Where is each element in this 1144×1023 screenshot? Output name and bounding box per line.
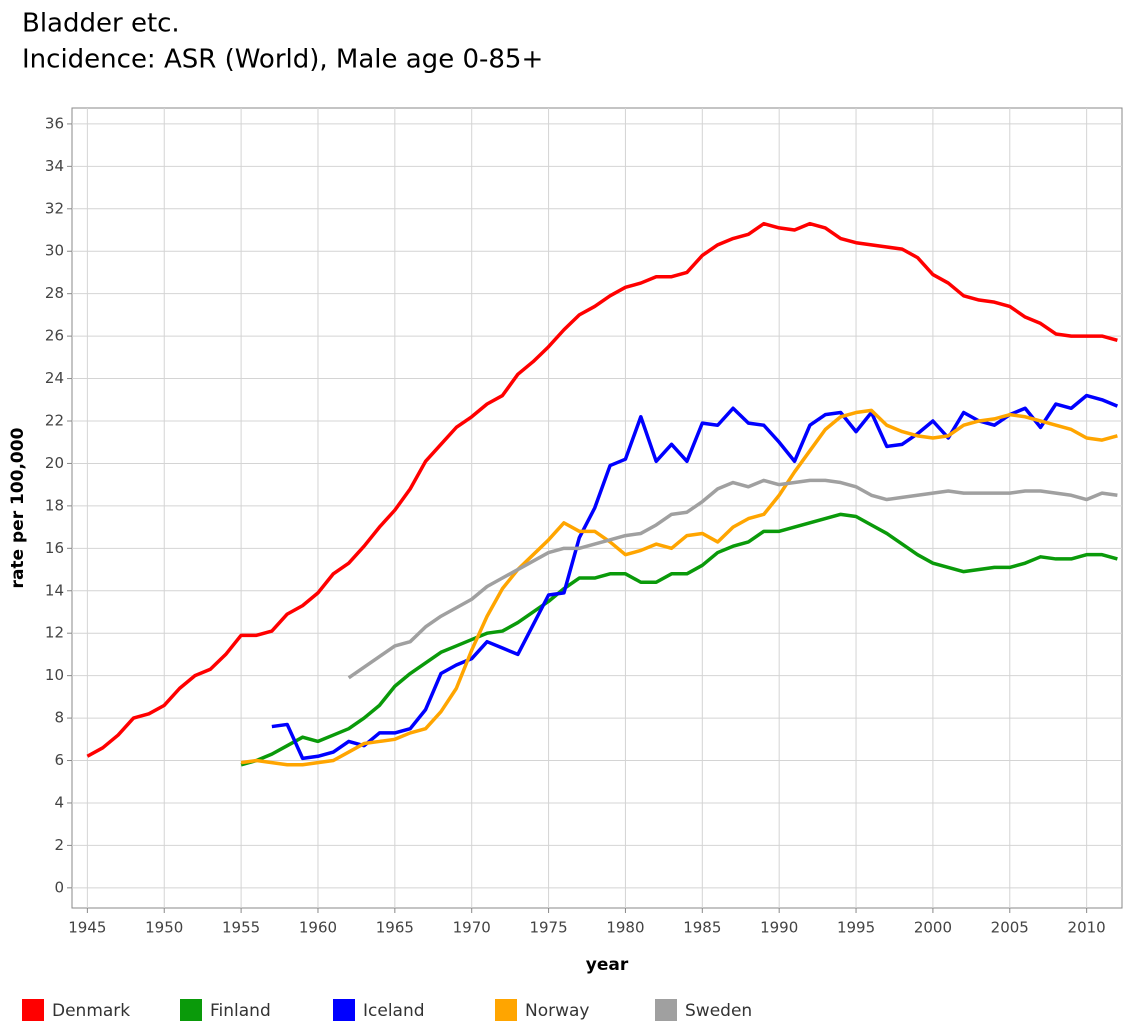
x-tick-label: 1950 xyxy=(145,919,183,937)
x-tick-label: 1980 xyxy=(606,919,644,937)
legend-label: Denmark xyxy=(52,1001,130,1021)
y-tick-label: 30 xyxy=(45,242,64,260)
legend-swatch xyxy=(495,999,517,1021)
y-tick-label: 14 xyxy=(45,581,64,599)
y-tick-label: 36 xyxy=(45,114,64,132)
y-tick-label: 0 xyxy=(54,878,64,896)
y-tick-label: 16 xyxy=(45,539,64,557)
x-tick-label: 1975 xyxy=(529,919,567,937)
x-tick-label: 1985 xyxy=(683,919,721,937)
y-tick-label: 34 xyxy=(45,157,64,175)
y-tick-label: 26 xyxy=(45,327,64,345)
x-tick-label: 1960 xyxy=(299,919,337,937)
y-tick-label: 4 xyxy=(54,793,64,811)
legend-label: Finland xyxy=(210,1001,271,1021)
x-tick-label: 2010 xyxy=(1068,919,1106,937)
x-tick-label: 1965 xyxy=(376,919,414,937)
x-tick-label: 1995 xyxy=(837,919,875,937)
legend-swatch xyxy=(333,999,355,1021)
legend-swatch xyxy=(180,999,202,1021)
x-tick-label: 1990 xyxy=(760,919,798,937)
legend-label: Sweden xyxy=(685,1001,752,1021)
data-line xyxy=(240,512,1118,767)
y-tick-label: 24 xyxy=(45,369,64,387)
legend-swatch xyxy=(22,999,44,1021)
y-tick-label: 20 xyxy=(45,454,64,472)
legend-label: Iceland xyxy=(363,1001,425,1021)
data-line xyxy=(86,221,1118,758)
y-tick-label: 6 xyxy=(54,751,64,769)
y-axis-label: rate per 100,000 xyxy=(8,427,28,588)
legend-swatch xyxy=(655,999,677,1021)
y-tick-label: 8 xyxy=(54,709,64,727)
x-tick-label: 1945 xyxy=(68,919,106,937)
chart-title: Bladder etc. xyxy=(22,9,180,39)
plot-area xyxy=(71,107,1123,909)
y-tick-label: 12 xyxy=(45,624,64,642)
chart-subtitle: Incidence: ASR (World), Male age 0-85+ xyxy=(22,45,543,75)
data-line xyxy=(347,478,1118,680)
x-tick-label: 2005 xyxy=(991,919,1029,937)
x-tick-label: 1955 xyxy=(222,919,260,937)
y-tick-label: 10 xyxy=(45,666,64,684)
y-tick-label: 2 xyxy=(54,836,64,854)
x-tick-label: 2000 xyxy=(914,919,952,937)
y-tick-label: 22 xyxy=(45,411,64,429)
y-tick-label: 18 xyxy=(45,496,64,514)
legend-label: Norway xyxy=(525,1001,590,1021)
x-tick-label: 1970 xyxy=(453,919,491,937)
data-line xyxy=(271,393,1119,761)
data-line xyxy=(240,408,1118,767)
x-axis-label: year xyxy=(586,955,629,975)
y-tick-label: 32 xyxy=(45,199,64,217)
y-tick-label: 28 xyxy=(45,284,64,302)
